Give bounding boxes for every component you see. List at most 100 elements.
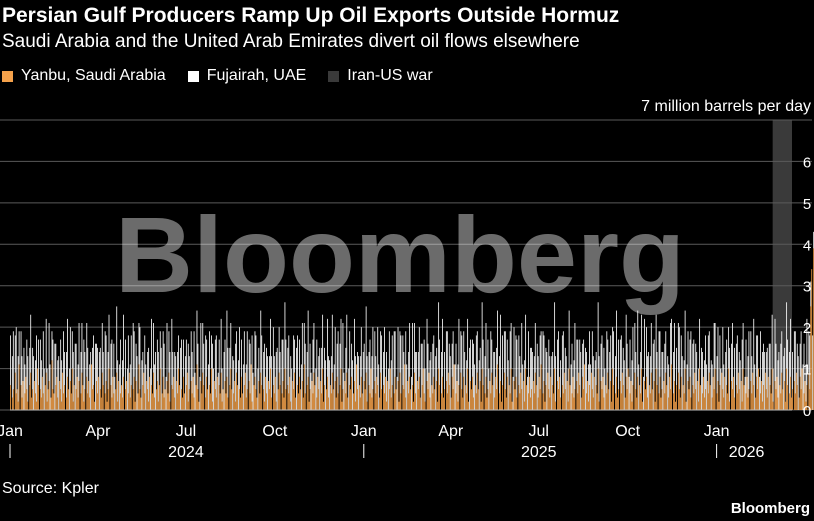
bar-yanbu [574,389,576,410]
bar-yanbu [346,372,348,410]
bar-yanbu [521,389,523,410]
bar-yanbu [699,368,701,410]
bar-fujairah [187,343,189,402]
bar-yanbu [793,381,795,410]
bar-yanbu [717,381,719,410]
bar-yanbu [211,368,212,410]
bar-yanbu [526,385,527,410]
bar-fujairah [61,360,63,402]
bar-fujairah [30,314,32,373]
bar-fujairah [506,339,508,377]
bar-yanbu [216,376,218,410]
bar-yanbu [665,372,667,410]
bar-fujairah [375,356,377,394]
bar-yanbu [334,381,336,410]
bar-yanbu [537,397,539,410]
bar-fujairah [768,343,770,410]
bar-yanbu [746,376,748,410]
bar-yanbu [613,385,614,410]
bar-fujairah [199,376,201,410]
bar-yanbu [376,376,378,410]
bar-yanbu [198,401,200,410]
bar-fujairah [402,335,404,386]
bar-yanbu [786,368,788,410]
bar-fujairah [677,323,679,373]
bar-yanbu [511,401,513,410]
bar-yanbu [237,385,238,410]
bar-yanbu [801,368,803,410]
bar-fujairah [96,343,97,381]
bar-fujairah [710,360,712,410]
bar-fujairah [406,364,408,410]
bar-fujairah [129,364,131,398]
bar-yanbu [341,401,343,410]
bar-fujairah [551,356,553,410]
bar-fujairah [695,343,697,390]
bar-fujairah [125,339,126,390]
bar-fujairah [390,360,392,398]
chart-subtitle: Saudi Arabia and the United Arab Emirate… [2,31,580,52]
bar-fujairah [607,339,609,373]
bar-yanbu [78,381,80,410]
bar-fujairah [246,331,248,390]
bar-fujairah [269,356,270,390]
bar-yanbu [445,381,447,410]
bar-yanbu [586,393,587,410]
bar-yanbu [675,401,676,410]
bar-fujairah [432,343,434,394]
bar-fujairah [704,360,705,398]
bar-fujairah [655,314,657,369]
bar-yanbu [331,372,333,410]
legend: Yanbu, Saudi Arabia Fujairah, UAE Iran-U… [2,66,455,86]
bar-fujairah [284,302,286,369]
bar-yanbu [476,372,478,410]
bar-yanbu [404,364,406,410]
bar-fujairah [352,360,354,410]
bar-yanbu [303,364,305,410]
unit-label: 7 million barrels per day [641,98,811,115]
bar-fujairah [720,368,722,410]
bar-yanbu [394,376,396,410]
bar-fujairah [331,314,333,373]
bar-fujairah [802,364,804,410]
bar-yanbu [108,368,110,410]
bar-yanbu [490,393,492,410]
bar-fujairah [348,368,350,410]
bar-fujairah [496,347,498,390]
watermark-text: Bloomberg [115,194,685,315]
bar-yanbu [93,385,94,410]
bar-yanbu [177,393,179,410]
bar-yanbu [67,389,69,410]
bar-fujairah [454,364,456,410]
bar-fujairah [197,343,199,390]
bar-yanbu [166,381,168,410]
bar-yanbu [139,389,141,410]
bar-fujairah [36,335,37,402]
bar-yanbu [518,385,520,410]
x-tick-label: Oct [262,423,287,440]
bar-fujairah [753,318,755,386]
bar-fujairah [615,356,616,394]
bar-yanbu [436,381,438,410]
bar-fujairah [230,323,232,369]
bar-fujairah [728,327,730,369]
bar-yanbu [433,376,435,410]
bar-yanbu [706,381,708,410]
bar-yanbu [796,385,798,410]
bar-fujairah [299,339,300,377]
bar-yanbu [61,401,63,410]
bar-yanbu [354,381,355,410]
bar-yanbu [27,401,29,410]
bar-fujairah [588,364,589,402]
bar-yanbu [531,389,532,410]
bar-yanbu [784,381,786,410]
bar-fujairah [488,368,490,410]
bar-yanbu [101,372,103,410]
bar-yanbu [504,389,506,410]
bar-fujairah [294,339,296,373]
bar-yanbu [275,401,277,410]
bar-fujairah [772,368,774,402]
bar-fujairah [251,335,253,402]
bar-fujairah [515,335,517,377]
bar-yanbu [355,401,356,410]
